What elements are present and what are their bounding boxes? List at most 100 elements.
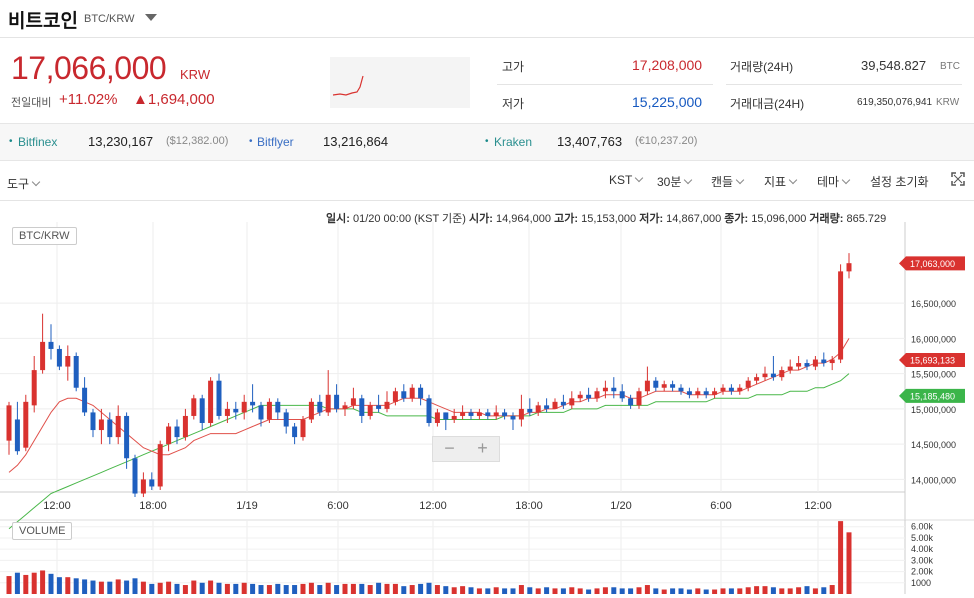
candle-body	[157, 444, 163, 487]
candle-body	[90, 412, 96, 431]
volume-bar	[443, 586, 449, 594]
volume-bar	[199, 582, 205, 594]
indicator-menu[interactable]: 지표	[764, 173, 798, 190]
candle-body	[846, 263, 852, 272]
volume-bar	[325, 582, 331, 594]
theme-menu[interactable]: 테마	[817, 173, 851, 190]
candle-body	[300, 419, 306, 438]
candle-body	[804, 363, 810, 367]
volume-bar	[434, 585, 440, 594]
x-tick-label: 18:00	[139, 500, 167, 512]
candle-body	[737, 387, 743, 392]
exchange-name-bitfinex[interactable]: Bitfinex	[18, 135, 58, 149]
timezone-menu[interactable]: KST	[609, 173, 644, 187]
candle-body	[166, 426, 172, 445]
volume-bar	[140, 581, 146, 594]
candle-body	[728, 387, 734, 392]
volume-bar	[577, 588, 583, 594]
volume-bar	[342, 583, 348, 594]
candle-body	[762, 373, 768, 378]
divider	[726, 84, 962, 85]
x-tick-label: 12:00	[419, 500, 447, 512]
price-marker-label: 17,063,000	[910, 259, 955, 269]
price-marker	[899, 388, 965, 403]
change-pct: +11.02%	[59, 91, 118, 108]
volume-bar	[233, 583, 239, 594]
volume-bar	[829, 585, 835, 594]
volume-bar	[283, 585, 289, 594]
volume-bar	[107, 581, 113, 594]
pair-dropdown-icon[interactable]	[145, 14, 157, 21]
candle-body	[191, 398, 197, 416]
price-chart[interactable]: 12:00 18:00 1/19 6:00 12:00 18:00 1/20 6:00 12:0…	[0, 222, 974, 598]
zoom-out-button[interactable]: −	[444, 438, 455, 458]
pair-label: BTC/KRW	[84, 13, 135, 25]
volume-bar	[208, 580, 214, 594]
exchange-name-bitflyer[interactable]: Bitflyer	[257, 135, 294, 149]
zoom-in-button[interactable]: +	[477, 438, 488, 458]
volume-bar	[661, 589, 667, 594]
volume-tick-label: 6.00k	[911, 522, 934, 532]
volume-24h-label: 거래량(24H)	[730, 60, 794, 74]
candle-body	[367, 405, 373, 416]
price-unit: KRW	[180, 67, 211, 82]
candle-body	[510, 415, 516, 420]
volume-bar	[266, 585, 272, 594]
exchange-strip	[0, 123, 974, 161]
coin-title: 비트코인	[8, 11, 78, 32]
divider	[497, 84, 713, 85]
candle-body	[535, 405, 541, 413]
volume-bar	[367, 585, 373, 594]
volume-tick-label: 5.00k	[911, 533, 934, 543]
candle-body	[796, 363, 802, 367]
mini-chart[interactable]	[330, 57, 470, 108]
candle-body	[56, 348, 62, 367]
ohlc-high: 15,153,000	[581, 213, 637, 225]
candle-body	[6, 405, 12, 441]
volume-bar	[560, 588, 566, 594]
volume-bar	[644, 585, 650, 594]
change-label: 전일대비	[11, 97, 52, 109]
candle-body	[149, 479, 155, 487]
theme-label: 테마	[817, 175, 840, 189]
amount-24h-label: 거래대금(24H)	[730, 97, 805, 111]
candle-body	[821, 359, 827, 364]
exchange-name-kraken[interactable]: Kraken	[494, 135, 533, 149]
y-tick-label: 16,000,000	[911, 334, 956, 344]
mini-chart-sparkline	[332, 75, 364, 96]
volume-bar	[23, 574, 29, 594]
volume-tick-label: 4.00k	[911, 544, 934, 554]
volume-bar	[594, 588, 600, 594]
volume-bar	[250, 583, 256, 594]
candle-body	[140, 479, 146, 494]
candle-body	[418, 387, 424, 399]
volume-bar	[56, 577, 62, 594]
volume-bar	[73, 578, 79, 594]
candle-body	[98, 419, 104, 431]
candle-body	[712, 391, 718, 395]
y-tick-label: 15,000,000	[911, 405, 956, 415]
exchange-value-bitflyer: 13,216,864	[323, 134, 389, 149]
candle-body	[527, 408, 533, 413]
candle-body	[241, 401, 247, 413]
reset-settings-button[interactable]: 설정 초기화	[870, 175, 929, 189]
zoom-control: − +	[432, 436, 500, 462]
chart-type-menu[interactable]: 캔들	[711, 173, 745, 190]
candle-body	[661, 384, 667, 388]
tools-menu[interactable]: 도구	[7, 175, 41, 192]
volume-bar	[292, 585, 298, 594]
candle-body	[770, 373, 776, 378]
candle-body	[552, 401, 558, 409]
interval-menu[interactable]: 30분	[657, 173, 693, 190]
volume-bar	[510, 588, 516, 594]
candle-body	[334, 394, 340, 409]
exchange-eur-kraken: (€10,237.20)	[635, 135, 698, 147]
candle-body	[745, 380, 751, 388]
ohlc-open-label: 시가:	[469, 213, 493, 225]
fullscreen-icon[interactable]	[951, 172, 965, 186]
ohlc-low-label: 저가:	[639, 213, 664, 225]
price-marker	[899, 353, 965, 368]
low-label: 저가	[502, 97, 525, 111]
volume-bar	[317, 585, 323, 594]
y-tick-label: 16,500,000	[911, 299, 956, 309]
